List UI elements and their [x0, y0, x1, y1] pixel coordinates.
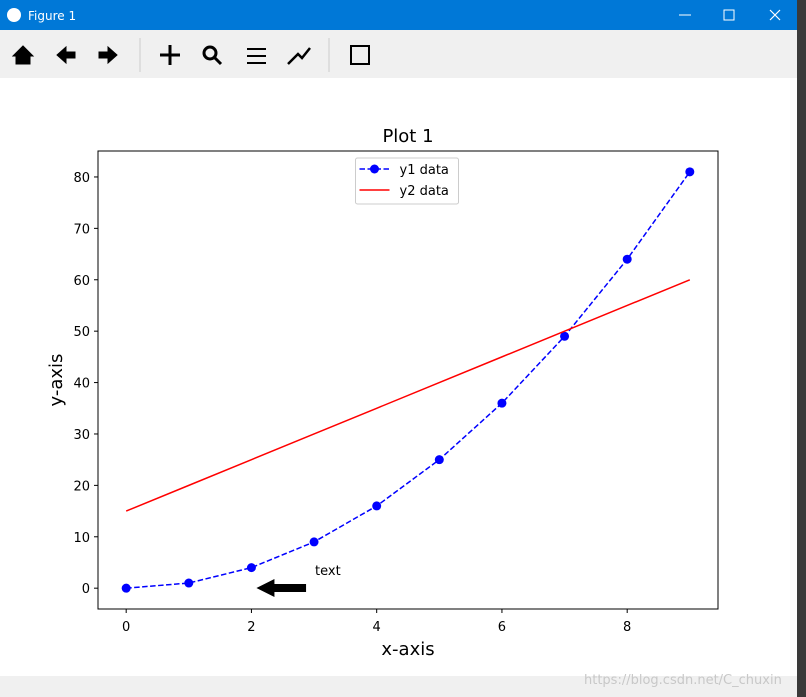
- data-point: [434, 455, 444, 465]
- axes-frame: [97, 150, 719, 610]
- forward-button[interactable]: [98, 45, 118, 65]
- window-title: Figure 1: [28, 9, 76, 23]
- home-button[interactable]: [11, 45, 35, 65]
- watermark: https://blog.csdn.net/C_chuxin: [584, 673, 782, 688]
- data-point: [622, 254, 632, 264]
- configure-button[interactable]: [247, 48, 266, 64]
- data-point: [309, 537, 319, 547]
- data-point: [372, 501, 382, 511]
- series-line: [125, 279, 691, 512]
- y-tick-label: 80: [73, 171, 90, 186]
- x-tick-label: 0: [122, 620, 130, 635]
- app-icon: [7, 8, 21, 22]
- save-button[interactable]: [350, 45, 370, 65]
- toolbar-icons: [11, 38, 370, 72]
- desktop-edge: [797, 0, 806, 697]
- data-point: [184, 578, 194, 588]
- zoom-handle: [212, 55, 223, 66]
- y-tick-label: 30: [73, 428, 90, 443]
- legend-label: y1 data: [400, 163, 449, 178]
- maximize-button[interactable]: [723, 9, 735, 21]
- legend-label: y2 data: [400, 184, 449, 199]
- data-point: [497, 398, 507, 408]
- x-tick-label: 8: [623, 620, 631, 635]
- chart-title: Plot 1: [382, 126, 433, 147]
- toolbar: [0, 30, 797, 78]
- series-line: [126, 171, 691, 589]
- back-button[interactable]: [56, 45, 76, 65]
- y-tick-label: 40: [73, 377, 90, 392]
- legend: [355, 157, 459, 205]
- x-tick-label: 4: [373, 620, 381, 635]
- annotation-text: text: [315, 564, 341, 579]
- y-tick-label: 60: [73, 274, 90, 289]
- x-axis-label: x-axis: [381, 639, 434, 660]
- zoom-button[interactable]: [202, 45, 218, 61]
- annotation-arrow: [256, 579, 307, 598]
- data-point: [121, 583, 131, 593]
- pan-button[interactable]: [160, 45, 180, 65]
- y-tick-label: 50: [73, 325, 90, 340]
- y-tick-label: 20: [73, 479, 90, 494]
- x-tick-label: 6: [498, 620, 506, 635]
- y-axis-label: y-axis: [46, 354, 67, 407]
- y-tick-label: 70: [73, 222, 90, 237]
- y-tick-label: 0: [82, 582, 90, 597]
- y-tick-label: 10: [73, 531, 90, 546]
- edit-button[interactable]: [287, 47, 311, 65]
- title-bar: [0, 0, 797, 30]
- data-point: [685, 167, 695, 177]
- data-point: [246, 563, 256, 573]
- data-point: [560, 331, 570, 341]
- status-bar: [0, 676, 797, 697]
- legend-marker: [370, 164, 379, 174]
- close-button[interactable]: [769, 9, 781, 21]
- x-tick-label: 2: [247, 620, 255, 635]
